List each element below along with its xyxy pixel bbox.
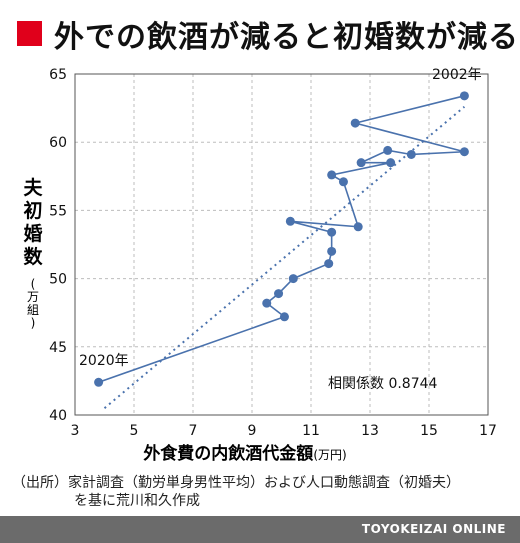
y-tick-label: 65 — [49, 67, 67, 83]
chart-title: 外での飲酒が減ると初婚数が減る — [54, 20, 519, 55]
x-axis-label: 外食費の内飲酒代金額(万円) — [143, 443, 346, 464]
data-point — [279, 312, 289, 322]
data-point — [350, 118, 360, 128]
data-point — [274, 289, 284, 299]
x-tick-label: 3 — [71, 423, 80, 439]
x-tick-labels: 3 5 7 9 11 13 15 17 — [71, 423, 497, 439]
data-point — [327, 227, 337, 237]
data-point — [356, 158, 366, 168]
x-tick-label: 13 — [361, 423, 379, 439]
data-point — [327, 170, 337, 180]
correlation-label: 相関係数 0.8744 — [328, 376, 438, 392]
data-point — [459, 147, 469, 157]
x-tick-label: 9 — [248, 423, 257, 439]
y-tick-label: 60 — [49, 135, 67, 151]
data-path-line — [98, 95, 465, 384]
data-point — [285, 216, 295, 226]
y-axis-unit-char: ) — [31, 316, 36, 330]
y-axis-label-char: 数 — [23, 245, 43, 268]
data-point — [353, 222, 363, 232]
source-line-2: を基に荒川和久作成 — [74, 493, 200, 509]
y-axis-label-char: 婚 — [23, 222, 42, 245]
x-tick-label: 11 — [302, 423, 320, 439]
y-tick-labels: 40 45 50 55 60 65 — [49, 67, 67, 424]
data-point — [288, 274, 298, 284]
data-point — [383, 145, 393, 155]
data-points — [94, 91, 469, 387]
data-point — [338, 177, 348, 187]
data-point — [94, 377, 104, 387]
x-tick-label: 15 — [420, 423, 438, 439]
label-2002: 2002年 — [432, 67, 482, 83]
y-axis-unit-char: 組 — [27, 303, 39, 317]
data-point — [406, 149, 416, 159]
trend-line — [103, 105, 466, 409]
x-tick-label: 7 — [189, 423, 198, 439]
title-marker — [17, 21, 42, 46]
source-note: （出所）家計調査（勤労単身男性平均）および人口動態調査（初婚夫） を基に荒川和久… — [12, 474, 460, 510]
label-2020: 2020年 — [79, 353, 129, 369]
grid — [74, 73, 489, 416]
x-tick-label: 17 — [479, 423, 497, 439]
y-tick-label: 45 — [49, 340, 67, 356]
footer-bar: TOYOKEIZAI ONLINE — [0, 516, 520, 543]
y-axis-unit-char: 万 — [27, 290, 39, 304]
x-axis-label-unit: (万円) — [313, 448, 346, 462]
data-point — [324, 259, 334, 269]
y-axis-label-char: 初 — [23, 199, 42, 222]
y-tick-label: 55 — [49, 203, 67, 219]
brand-label: TOYOKEIZAI ONLINE — [361, 522, 506, 536]
scatter-chart: 40 45 50 55 60 65 3 5 7 9 11 13 15 17 2002年 2020年 相関… — [23, 67, 497, 464]
source-line-1: （出所）家計調査（勤労単身男性平均）および人口動態調査（初婚夫） — [12, 475, 460, 491]
y-axis-label-char: 夫 — [23, 177, 43, 199]
y-axis-unit-char: ( — [31, 277, 36, 291]
data-point — [386, 158, 396, 168]
data-point — [327, 246, 337, 256]
data-point — [459, 91, 469, 101]
x-axis-label-main: 外食費の内飲酒代金額 — [143, 443, 313, 464]
x-tick-label: 5 — [130, 423, 139, 439]
plot-frame — [74, 73, 489, 416]
y-tick-label: 50 — [49, 272, 67, 288]
y-tick-label: 40 — [49, 408, 67, 424]
data-point — [262, 298, 272, 308]
